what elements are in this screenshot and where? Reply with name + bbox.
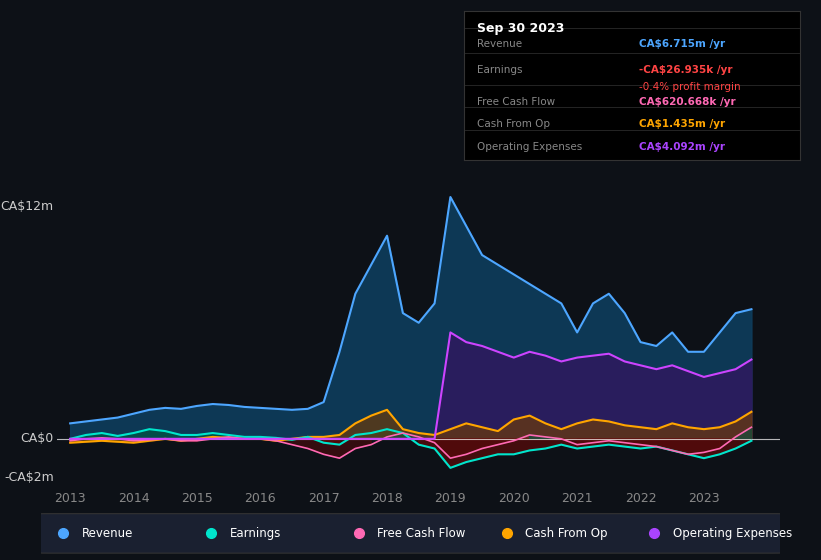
Text: -0.4% profit margin: -0.4% profit margin	[639, 82, 741, 92]
Text: -CA$26.935k /yr: -CA$26.935k /yr	[639, 66, 732, 76]
Text: Revenue: Revenue	[82, 527, 133, 540]
Text: CA$6.715m /yr: CA$6.715m /yr	[639, 39, 725, 49]
Text: CA$0: CA$0	[21, 432, 54, 445]
FancyBboxPatch shape	[34, 514, 787, 553]
Text: Sep 30 2023: Sep 30 2023	[477, 22, 565, 35]
Text: Free Cash Flow: Free Cash Flow	[477, 96, 556, 106]
Text: Operating Expenses: Operating Expenses	[673, 527, 792, 540]
Text: Operating Expenses: Operating Expenses	[477, 142, 583, 152]
Text: CA$12m: CA$12m	[1, 200, 54, 213]
Text: Earnings: Earnings	[230, 527, 281, 540]
Text: -CA$2m: -CA$2m	[4, 471, 54, 484]
Text: Earnings: Earnings	[477, 66, 523, 76]
Text: CA$4.092m /yr: CA$4.092m /yr	[639, 142, 725, 152]
Text: CA$1.435m /yr: CA$1.435m /yr	[639, 119, 725, 129]
Text: Revenue: Revenue	[477, 39, 522, 49]
Text: Cash From Op: Cash From Op	[525, 527, 608, 540]
Text: CA$620.668k /yr: CA$620.668k /yr	[639, 96, 736, 106]
Text: Cash From Op: Cash From Op	[477, 119, 550, 129]
Text: Free Cash Flow: Free Cash Flow	[378, 527, 466, 540]
